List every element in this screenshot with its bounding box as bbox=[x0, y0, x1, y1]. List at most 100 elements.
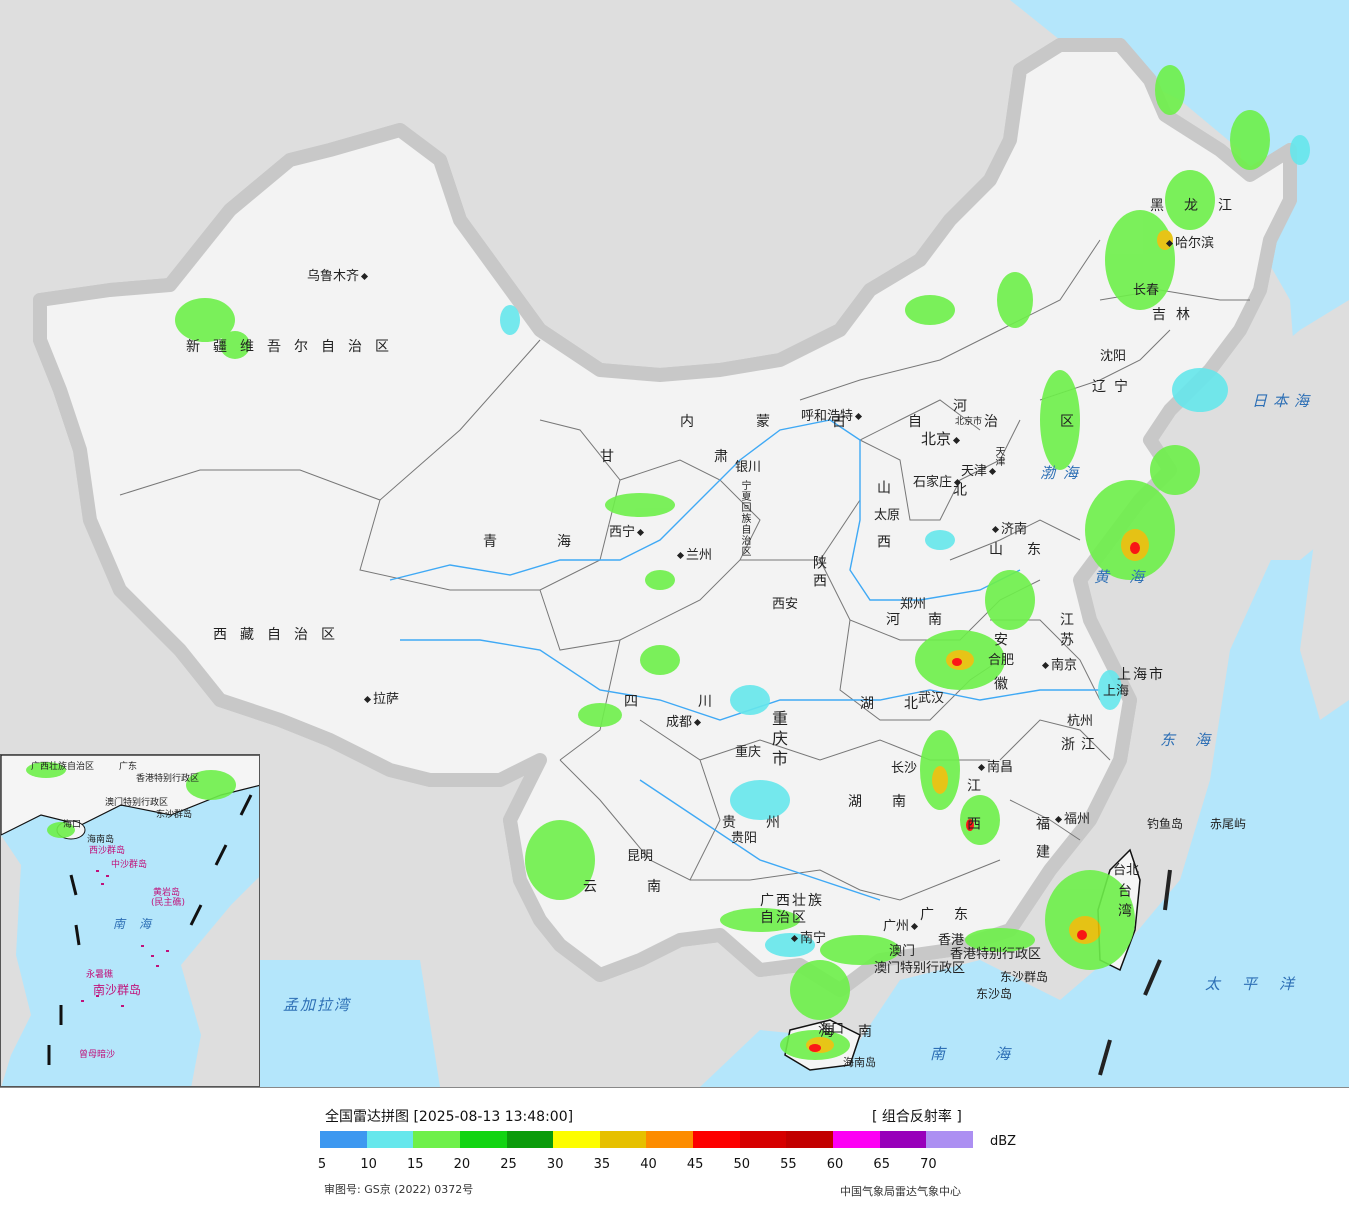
city-jinan: 济南 bbox=[990, 523, 1027, 536]
city-xining: 西宁 bbox=[609, 526, 646, 539]
sea-bohai: 渤海 bbox=[1040, 464, 1087, 482]
maritime-lines bbox=[1098, 869, 1172, 1076]
legend-swatch-9 bbox=[739, 1131, 787, 1148]
label-jilin: 吉林 bbox=[1152, 307, 1200, 323]
city-hongkong: 香港 bbox=[938, 933, 965, 948]
legend-tick: 5 bbox=[317, 1157, 327, 1172]
legend-swatch-7 bbox=[646, 1131, 694, 1148]
city-changsha: 长沙 bbox=[891, 761, 918, 776]
label-tianjin-shi: 天津 bbox=[993, 446, 1004, 466]
label-hunan: 湖南 bbox=[848, 794, 936, 810]
sea-east: 东海 bbox=[1160, 731, 1231, 749]
city-lanzhou: 兰州 bbox=[675, 549, 712, 562]
city-yinchuan: 银川 bbox=[735, 460, 762, 475]
legend-tick: 65 bbox=[873, 1157, 890, 1172]
island-dongsha-qundao: 东沙群岛 bbox=[1000, 970, 1049, 984]
label-fujian: 福建 bbox=[1034, 816, 1050, 872]
inset-label-hainan: 海南岛 bbox=[87, 835, 115, 845]
label-anhui: 安徽 bbox=[992, 632, 1008, 720]
city-beijing: 北京 bbox=[921, 432, 962, 447]
bay-of-bengal bbox=[260, 960, 440, 1087]
legend-tick: 25 bbox=[500, 1157, 517, 1172]
inset-label-haikou: 海口 bbox=[63, 820, 82, 830]
inset-label-minzhu: (民主礁) bbox=[151, 898, 186, 908]
sea-south: 南海 bbox=[930, 1045, 1061, 1063]
label-shaanxi: 陕西 bbox=[811, 555, 827, 591]
city-macao: 澳门 bbox=[889, 944, 916, 959]
label-jiangsu: 江苏 bbox=[1058, 612, 1074, 652]
inset-label-dongsha: 东沙群岛 bbox=[156, 810, 193, 820]
label-neimenggu: 内蒙古自治区 bbox=[680, 414, 1136, 430]
sea-yellow: 黄海 bbox=[1094, 568, 1165, 586]
organization-name: 中国气象局雷达气象中心 bbox=[840, 1185, 961, 1198]
map-review-number: 审图号: GS京 (2022) 0372号 bbox=[324, 1183, 474, 1196]
legend-swatch-0 bbox=[320, 1131, 367, 1148]
city-chengdu: 成都 bbox=[666, 716, 703, 729]
legend-product-label: [ 组合反射率 ] bbox=[872, 1109, 962, 1125]
city-urumqi: 乌鲁木齐 bbox=[307, 270, 370, 283]
label-xinjiang: 新疆维吾尔自治区 bbox=[186, 339, 402, 355]
inset-label-macao: 澳门特别行政区 bbox=[105, 798, 169, 808]
inset-label-zhongsha: 中沙群岛 bbox=[111, 860, 148, 870]
label-zhejiang: 浙江 bbox=[1061, 737, 1101, 753]
legend-tick: 70 bbox=[920, 1157, 937, 1172]
city-chongqing: 重庆 bbox=[735, 745, 762, 760]
label-gansu: 甘肃 bbox=[600, 449, 828, 465]
city-xian: 西安 bbox=[772, 597, 799, 612]
label-jiangxi: 江西 bbox=[965, 778, 981, 854]
legend-swatch-8 bbox=[693, 1131, 740, 1148]
sea-pacific: 太平洋 bbox=[1205, 975, 1317, 993]
label-hainan: 海南 bbox=[820, 1024, 896, 1040]
legend-swatch-6 bbox=[599, 1131, 647, 1148]
legend-swatch-12 bbox=[879, 1131, 927, 1148]
city-hangzhou: 杭州 bbox=[1067, 714, 1094, 729]
label-beijing-shi: 北京市 bbox=[955, 417, 983, 427]
island-dongsha: 东沙岛 bbox=[976, 987, 1013, 1001]
inset-label-guangdong: 广东 bbox=[119, 762, 138, 772]
city-shanghai: 上海 bbox=[1103, 684, 1130, 699]
label-sichuan: 四川 bbox=[624, 694, 772, 710]
label-heilongjiang: 黑龙江 bbox=[1150, 198, 1252, 214]
city-hohhot: 呼和浩特 bbox=[801, 410, 864, 423]
label-liaoning: 辽宁 bbox=[1092, 379, 1136, 395]
label-guangxi: 广西壮族自治区 bbox=[760, 893, 824, 926]
label-tibet: 西藏自治区 bbox=[213, 627, 348, 643]
label-shanxi: 山西 bbox=[875, 480, 891, 588]
city-guiyang: 贵阳 bbox=[731, 831, 758, 846]
japan-land bbox=[1300, 400, 1349, 720]
sea-japan: 日本海 bbox=[1252, 392, 1316, 410]
map-area: 新疆维吾尔自治区 西藏自治区 青海 甘肃 内蒙古自治区 四川 云南 重庆市 贵州… bbox=[0, 0, 1349, 1088]
inset-label-nansha: 南沙群岛 bbox=[93, 983, 142, 997]
inset-label-xisha: 西沙群岛 bbox=[89, 846, 126, 856]
sea-east bbox=[700, 0, 1349, 1087]
city-shijiazhuang: 石家庄 bbox=[913, 476, 963, 489]
korea-japan-land bbox=[1220, 300, 1349, 560]
inset-label-guangxi: 广西壮族自治区 bbox=[31, 762, 95, 772]
label-hubei: 湖北 bbox=[860, 696, 948, 712]
legend-tick: 15 bbox=[407, 1157, 424, 1172]
city-nanchang: 南昌 bbox=[976, 761, 1013, 774]
legend-swatch-2 bbox=[413, 1131, 460, 1148]
city-harbin: 哈尔滨 bbox=[1164, 237, 1214, 250]
label-taiwan: 台湾 bbox=[1116, 883, 1132, 923]
label-hk-sar: 香港特别行政区 bbox=[950, 947, 1042, 962]
label-guangdong: 广东 bbox=[920, 907, 988, 923]
city-haikou: 海口 bbox=[818, 1022, 845, 1037]
legend-swatch-11 bbox=[833, 1131, 880, 1148]
radar-echoes bbox=[175, 65, 1310, 1060]
island-chiwei: 赤尾屿 bbox=[1210, 817, 1247, 831]
sea-bengal: 孟加拉湾 bbox=[283, 996, 352, 1014]
label-yunnan: 云南 bbox=[583, 879, 711, 895]
label-shanghai-shi: 上海市 bbox=[1117, 667, 1165, 683]
inset-label-nanhai: 南海 bbox=[113, 917, 166, 931]
city-tianjin: 天津 bbox=[961, 465, 998, 478]
city-nanjing: 南京 bbox=[1040, 659, 1077, 672]
label-macao-sar: 澳门特别行政区 bbox=[874, 961, 966, 976]
label-shandong: 山东 bbox=[989, 542, 1065, 558]
legend-swatch-5 bbox=[553, 1131, 600, 1148]
legend-swatch-13 bbox=[926, 1131, 973, 1148]
city-taiyuan: 太原 bbox=[874, 508, 901, 523]
legend-swatch-3 bbox=[459, 1131, 507, 1148]
legend-tick: 60 bbox=[826, 1157, 844, 1172]
legend-tick: 45 bbox=[686, 1157, 704, 1172]
